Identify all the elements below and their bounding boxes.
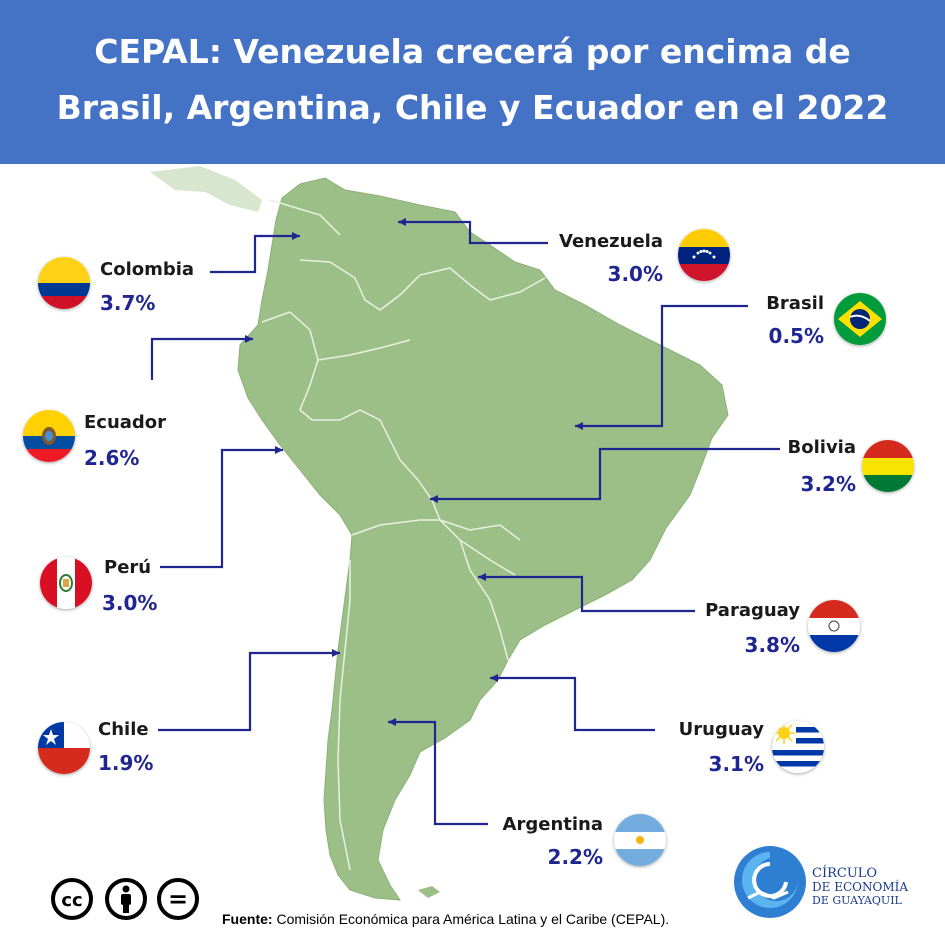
central-america-shape <box>150 166 262 212</box>
source-text: Comisión Económica para América Latina y… <box>272 911 670 927</box>
logo-line-3: DE GUAYAQUIL <box>812 894 902 907</box>
label-argentina: Argentina <box>502 814 603 835</box>
value-bolivia: 3.2% <box>800 472 856 496</box>
ecuador-flag-icon <box>23 410 75 462</box>
value-peru: 3.0% <box>102 591 158 615</box>
peru-flag-icon <box>40 557 92 609</box>
circulo-economia-logo-icon <box>734 846 806 918</box>
value-colombia: 3.7% <box>100 291 156 315</box>
label-bolivia: Bolivia <box>787 437 856 458</box>
label-colombia: Colombia <box>100 259 195 280</box>
label-paraguay: Paraguay <box>705 600 800 621</box>
value-paraguay: 3.8% <box>744 633 800 657</box>
source-label: Fuente: <box>222 911 273 927</box>
value-argentina: 2.2% <box>547 845 603 869</box>
source-footer: Fuente: Comisión Económica para América … <box>222 911 669 927</box>
arrowheads <box>245 218 583 726</box>
connector-lines <box>150 220 780 826</box>
value-brasil: 0.5% <box>768 324 824 348</box>
title-line-1: CEPAL: Venezuela crecerá por encima de <box>94 32 851 71</box>
creative-commons-icon: cc = <box>51 878 199 920</box>
chile-flag-icon <box>38 722 90 774</box>
value-ecuador: 2.6% <box>84 446 140 470</box>
continent-shape <box>237 177 729 901</box>
uruguay-flag-icon <box>772 721 824 773</box>
bolivia-flag-icon <box>862 440 914 492</box>
svg-text:=: = <box>168 885 188 913</box>
argentina-flag-icon <box>614 814 666 866</box>
venezuela-flag-icon <box>678 229 730 281</box>
label-chile: Chile <box>98 719 149 740</box>
brasil-flag-icon <box>834 293 886 345</box>
cc-text: cc <box>61 890 82 911</box>
label-brasil: Brasil <box>766 293 824 314</box>
label-venezuela: Venezuela <box>559 231 663 252</box>
country-borders <box>261 199 546 871</box>
label-peru: Perú <box>104 557 152 578</box>
paraguay-flag-icon <box>808 600 860 652</box>
value-venezuela: 3.0% <box>607 262 663 286</box>
title-banner: CEPAL: Venezuela crecerá por encima de B… <box>0 0 945 164</box>
value-uruguay: 3.1% <box>708 752 764 776</box>
label-ecuador: Ecuador <box>84 412 167 433</box>
label-uruguay: Uruguay <box>678 719 764 740</box>
cc-license-badges: cc = <box>50 877 202 930</box>
south-america-map <box>150 166 780 901</box>
no-derivatives-icon <box>157 878 199 920</box>
title-line-2: Brasil, Argentina, Chile y Ecuador en el… <box>56 88 889 127</box>
logo-line-1: CÍRCULO <box>812 866 878 881</box>
value-chile: 1.9% <box>98 751 154 775</box>
colombia-flag-icon <box>38 257 90 309</box>
logo-line-2: DE ECONOMÍA <box>812 880 909 894</box>
